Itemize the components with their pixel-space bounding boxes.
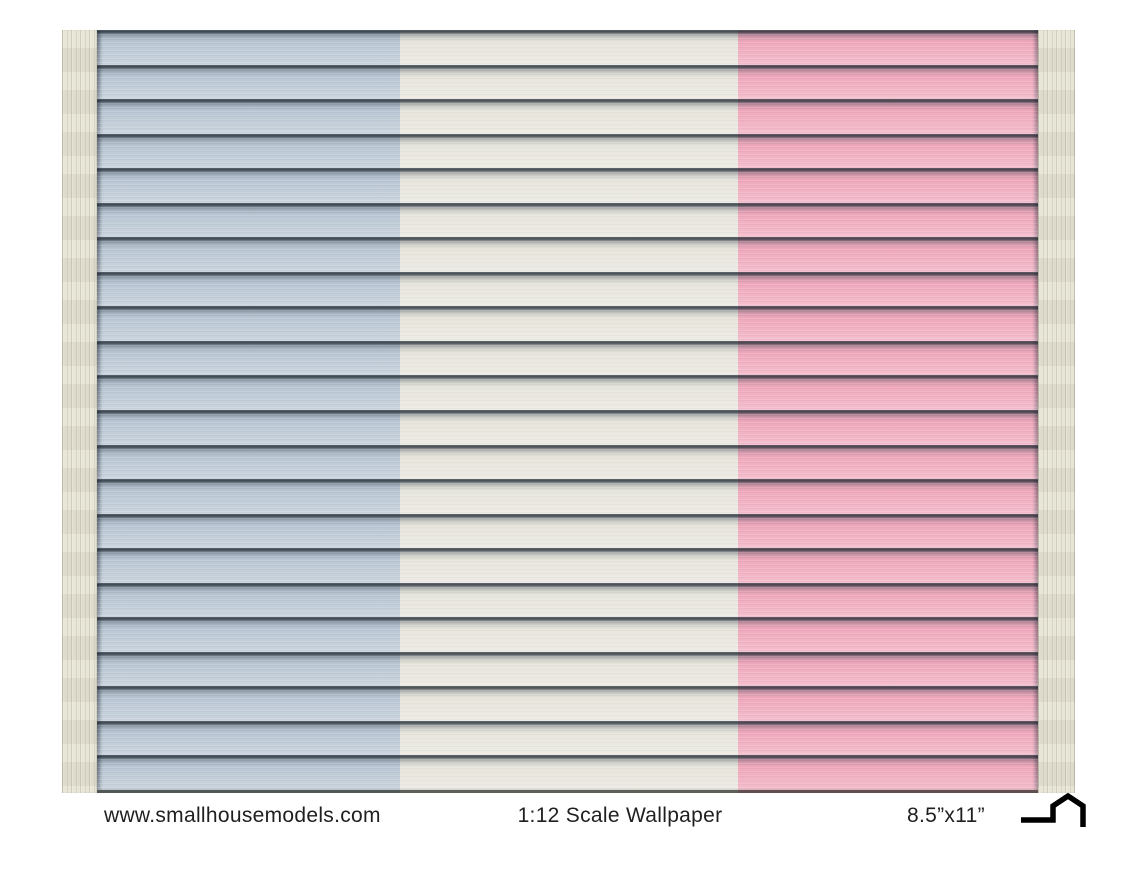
size-label: 8.5”x11”: [907, 804, 985, 827]
clapboard-row: [97, 30, 1038, 65]
clapboard-row: [97, 168, 1038, 203]
clapboard-row: [97, 99, 1038, 134]
clapboard-row: [97, 617, 1038, 652]
clapboard-row: [97, 237, 1038, 272]
left-trim-board: [62, 30, 97, 793]
clapboard-row: [97, 513, 1038, 549]
clapboard-row: [97, 755, 1038, 791]
clapboard-row: [97, 306, 1038, 341]
clapboard-row: [97, 651, 1038, 687]
scale-label: 1:12 Scale Wallpaper: [517, 804, 723, 827]
clapboard-siding: [97, 30, 1038, 793]
clapboard-row: [97, 271, 1038, 307]
website-url: www.smallhousemodels.com: [104, 804, 381, 827]
clapboard-row: [97, 410, 1038, 445]
wallpaper-sheet: [62, 30, 1075, 793]
house-icon: [1021, 792, 1086, 827]
clapboard-row: [97, 720, 1038, 756]
clapboard-row: [97, 202, 1038, 238]
clapboard-row: [97, 375, 1038, 411]
clapboard-row: [97, 64, 1038, 100]
clapboard-row: [97, 686, 1038, 721]
clapboard-row: [97, 548, 1038, 583]
clapboard-row: [97, 582, 1038, 618]
clapboard-row: [97, 444, 1038, 480]
clapboard-row: [97, 479, 1038, 514]
clapboard-row: [97, 340, 1038, 376]
clapboard-row: [97, 133, 1038, 169]
right-trim-board: [1038, 30, 1075, 793]
